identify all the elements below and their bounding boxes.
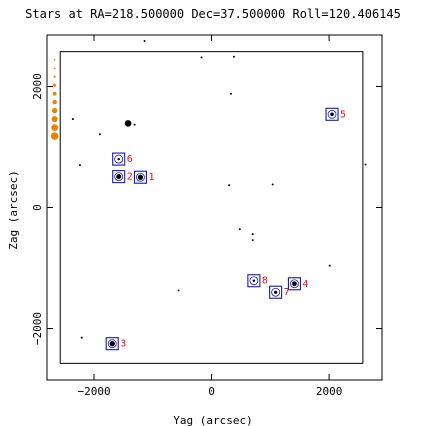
- star-point: [274, 290, 278, 294]
- star-point: [251, 233, 254, 236]
- star-markers: [71, 40, 367, 347]
- star-point: [71, 118, 74, 121]
- magnitude-scale-marker: [52, 99, 57, 105]
- star-point: [238, 228, 241, 231]
- marker-id-label: 2: [127, 172, 133, 183]
- x-tick-label: −2000: [77, 385, 110, 398]
- magnitude-scale-marker: [51, 116, 58, 123]
- star-point: [137, 174, 144, 180]
- star-point: [252, 279, 256, 282]
- plot-frame: [46, 34, 383, 381]
- y-tick-label: −2000: [31, 312, 44, 345]
- marker-circle: [114, 172, 124, 182]
- star-point: [228, 184, 231, 187]
- axis-tick-labels: −2000 0 2000 −2000 0 2000: [31, 73, 342, 398]
- y-tick-label: 0: [31, 204, 44, 211]
- star-point: [80, 336, 83, 339]
- star-point: [98, 133, 101, 136]
- marker-id-label: 3: [120, 339, 126, 350]
- magnitude-scale-marker: [53, 67, 56, 70]
- marker-id-label: 8: [262, 276, 268, 287]
- star-point: [229, 92, 232, 95]
- marker-box: [325, 107, 339, 121]
- marker-circle: [271, 287, 281, 297]
- marker-circle: [136, 172, 145, 182]
- star-point: [292, 281, 297, 287]
- magnitude-scale-marker: [51, 124, 59, 131]
- magnitude-scale-marker: [53, 59, 56, 61]
- star-point: [116, 174, 122, 180]
- marker-box: [105, 337, 119, 351]
- magnitude-scale-marker: [50, 132, 59, 140]
- magnitude-scale-marker: [52, 108, 58, 114]
- marker-box: [269, 285, 283, 299]
- star-point: [143, 40, 146, 43]
- marker-id-label: 5: [340, 109, 346, 120]
- marker-circle: [327, 109, 337, 119]
- star-point: [232, 55, 235, 58]
- star-point: [271, 183, 274, 186]
- star-point: [117, 157, 120, 161]
- marker-id-label: 7: [284, 287, 290, 298]
- marker-id-label: 6: [127, 154, 133, 165]
- x-tick-label: 0: [208, 385, 215, 398]
- marker-box: [112, 170, 126, 184]
- star-point: [364, 163, 367, 166]
- marker-box: [112, 152, 126, 166]
- marker-box: [133, 170, 147, 184]
- magnitude-scale-marker: [52, 91, 57, 96]
- marker-circle: [114, 154, 124, 164]
- marker-circle: [107, 339, 117, 349]
- selected-star-boxes: 1 2 3 4 5 6 7 8: [105, 107, 346, 351]
- x-axis-label: Yag (arcsec): [173, 414, 252, 426]
- star-point: [330, 112, 334, 117]
- star-point: [124, 120, 132, 127]
- star-point: [328, 264, 331, 267]
- marker-box: [247, 274, 261, 288]
- marker-id-label: 1: [148, 172, 154, 183]
- star-point: [78, 164, 81, 167]
- marker-circle: [249, 276, 259, 286]
- x-tick-label: 2000: [316, 385, 343, 398]
- magnitude-scale-marker: [53, 83, 57, 87]
- star-point: [133, 123, 136, 126]
- y-tick-label: 2000: [31, 73, 44, 100]
- star-point: [251, 239, 254, 242]
- marker-circle: [290, 279, 299, 289]
- magnitude-scale: [50, 59, 59, 140]
- y-axis-label: Zag (arcsec): [7, 170, 20, 249]
- star-point: [200, 56, 203, 59]
- marker-box: [287, 277, 301, 291]
- star-point: [177, 289, 180, 292]
- marker-id-label: 4: [302, 279, 308, 290]
- star-point: [109, 341, 115, 347]
- axis-ticks: [47, 35, 382, 380]
- chart-title: Stars at RA=218.500000 Dec=37.500000 Rol…: [25, 7, 401, 21]
- field-of-view-box: [59, 51, 364, 364]
- magnitude-scale-marker: [53, 75, 56, 78]
